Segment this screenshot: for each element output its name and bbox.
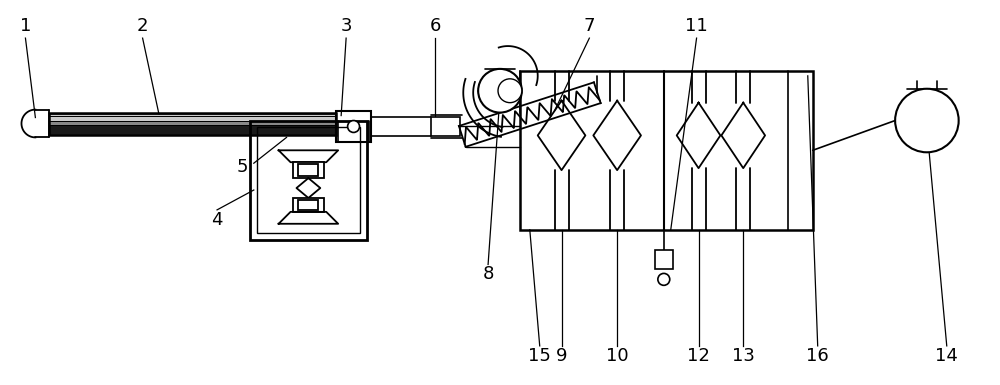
Bar (257, 127, 360, 233)
Text: 11: 11 (685, 17, 708, 35)
Bar (336, 110, 371, 142)
Bar (431, 117, 460, 136)
Bar (298, 164, 318, 176)
Bar (293, 162, 324, 178)
Bar (250, 121, 367, 239)
Text: 12: 12 (687, 347, 710, 365)
Circle shape (658, 273, 670, 285)
Bar (655, 249, 673, 270)
Text: 16: 16 (806, 347, 829, 365)
Text: 3: 3 (340, 17, 352, 35)
Text: 2: 2 (137, 17, 148, 35)
Circle shape (348, 121, 360, 132)
Bar (49, 121, 336, 126)
Circle shape (498, 79, 522, 103)
Bar (49, 112, 336, 136)
Text: 14: 14 (935, 347, 958, 365)
Text: 1: 1 (20, 17, 31, 35)
Bar (293, 198, 324, 212)
Text: 8: 8 (482, 265, 494, 283)
Bar (49, 126, 336, 134)
Text: 9: 9 (556, 347, 567, 365)
Bar (298, 200, 318, 210)
Text: 15: 15 (528, 347, 551, 365)
Bar (520, 71, 813, 230)
Text: 5: 5 (236, 158, 248, 176)
Text: 6: 6 (430, 17, 441, 35)
Text: 13: 13 (732, 347, 755, 365)
Text: 7: 7 (584, 17, 595, 35)
Text: 10: 10 (606, 347, 628, 365)
Circle shape (895, 89, 959, 152)
Circle shape (478, 69, 522, 112)
Text: 4: 4 (211, 211, 223, 229)
Bar (49, 114, 336, 121)
